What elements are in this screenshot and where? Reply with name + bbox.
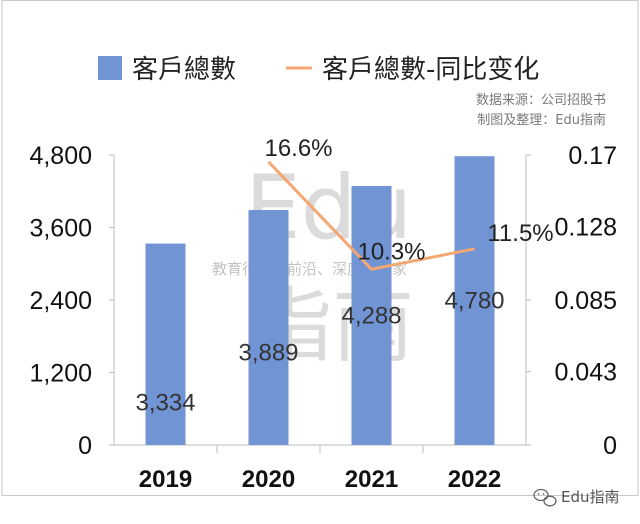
y-right-tick-label: 0 <box>603 432 617 460</box>
y-left-tick-label: 3,600 <box>29 215 92 243</box>
x-tick-label: 2021 <box>345 466 398 493</box>
source-line-1: 数据来源：公司招股书 <box>476 93 606 108</box>
bar-value-label: 4,780 <box>444 288 504 315</box>
legend-bar-label: 客戶總數 <box>132 55 236 85</box>
y-left-tick-label: 2,400 <box>29 287 92 315</box>
y-left-tick-label: 0 <box>78 432 92 460</box>
growth-value-label: 16.6% <box>264 135 332 162</box>
wechat-icon <box>533 488 557 507</box>
bar-value-label: 3,889 <box>238 340 298 367</box>
wechat-badge: Edu指南 <box>533 488 620 507</box>
chart-frame <box>1 0 639 496</box>
y-right-tick-label: 0.128 <box>554 214 617 242</box>
y-left-tick-label: 1,200 <box>29 360 92 388</box>
badge-text: Edu指南 <box>561 488 620 506</box>
bar <box>248 210 289 445</box>
x-tick-label: 2019 <box>139 466 192 493</box>
bar <box>454 156 495 446</box>
x-tick-label: 2020 <box>242 466 295 493</box>
y-right-tick-label: 0.085 <box>554 287 617 315</box>
x-tick-label: 2022 <box>448 466 501 493</box>
bar <box>145 243 186 445</box>
plot-area: 0 1,200 2,400 3,600 4,800 0 0.043 0.085 0.128 0.1… <box>29 135 617 493</box>
legend-bar-swatch <box>98 56 122 80</box>
growth-value-label: 10.3% <box>357 238 425 265</box>
source-line-2: 制图及整理：Edu指南 <box>477 112 606 128</box>
bar-value-label: 4,288 <box>341 302 401 329</box>
bar-value-label: 3,334 <box>135 389 195 416</box>
y-right-tick-label: 0.043 <box>554 359 617 387</box>
legend: 客戶總數 客戶總數-同比变化 <box>98 55 539 85</box>
y-left-tick-label: 4,800 <box>29 142 92 170</box>
bar <box>351 185 392 445</box>
y-right-tick-label: 0.17 <box>568 142 617 170</box>
growth-value-label: 11.5% <box>487 220 553 247</box>
legend-line-label: 客戶總數-同比变化 <box>322 55 539 85</box>
